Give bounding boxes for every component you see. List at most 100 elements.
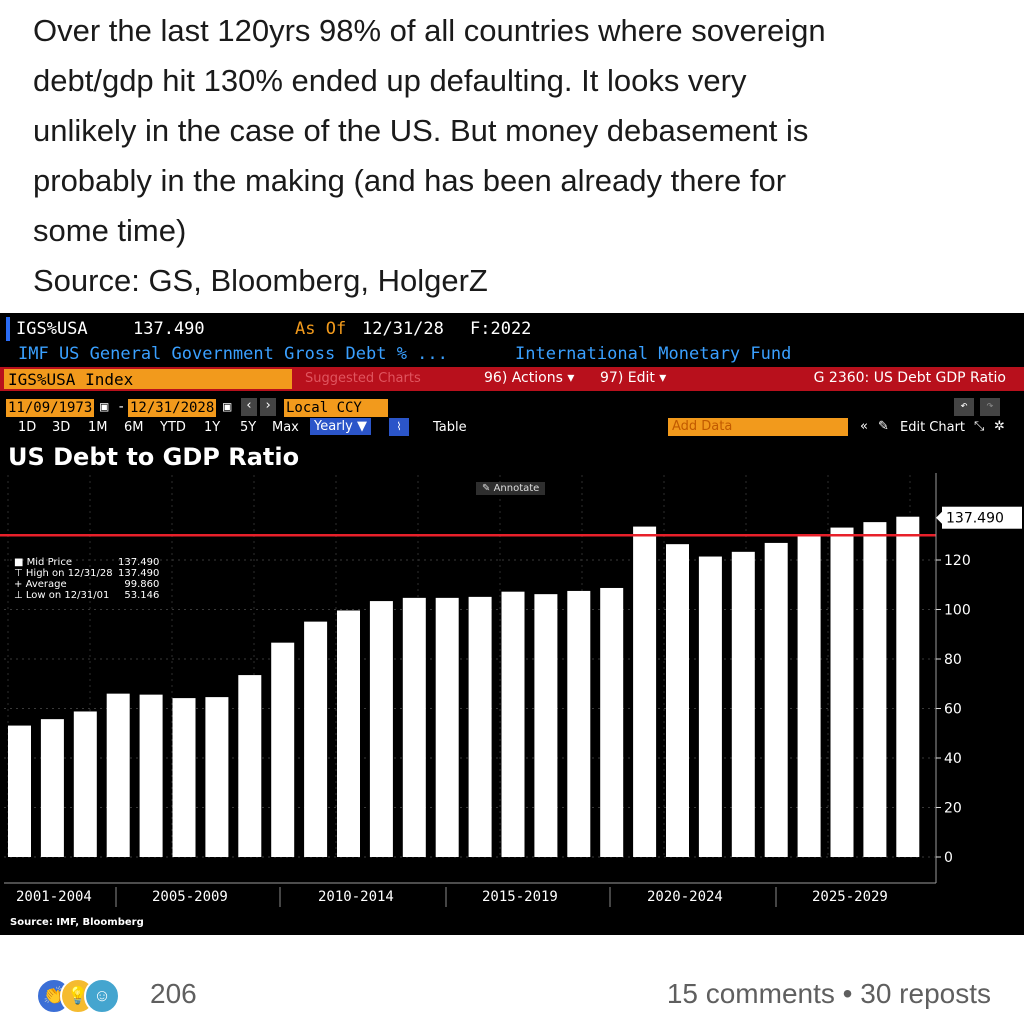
edit-menu[interactable]: 97) Edit ▾ <box>600 370 667 386</box>
table-button[interactable]: Table <box>433 420 467 435</box>
x-period-label: 2001-2004 <box>16 889 92 905</box>
post-line: unlikely in the case of the US. But mone… <box>33 113 809 148</box>
stats-values: 137.490 137.490 99.860 53.146 <box>118 557 159 601</box>
chart-type-icon[interactable]: ⌇ <box>389 418 409 436</box>
calendar-icon[interactable]: ▣ <box>100 399 109 415</box>
range-3d[interactable]: 3D <box>52 420 71 435</box>
bar <box>304 621 328 857</box>
bar <box>73 711 97 857</box>
post-footer: 👏 💡 ☺ 206 15 comments • 30 reposts <box>0 960 1024 1024</box>
edit-chart-button[interactable]: Edit Chart <box>900 420 966 435</box>
last-value-label: 137.490 <box>946 511 1004 527</box>
as-of-label: As Of <box>295 319 347 339</box>
mid-price-value: 137.490 <box>118 557 160 568</box>
bar <box>271 642 295 857</box>
x-period-label: 2015-2019 <box>482 889 558 905</box>
bar <box>698 556 722 857</box>
suggested-charts-button[interactable]: Suggested Charts <box>305 371 421 386</box>
bar <box>534 594 558 857</box>
ticker[interactable]: IGS%USA <box>16 319 88 339</box>
period-select[interactable]: Yearly ▼ <box>310 418 371 435</box>
bar <box>8 725 31 857</box>
low-marker-icon: ⊥ <box>14 590 26 601</box>
range-1d[interactable]: 1D <box>18 420 37 435</box>
engagement-stats[interactable]: 15 comments • 30 reposts <box>666 978 991 1009</box>
actions-menu[interactable]: 96) Actions ▾ <box>484 370 575 386</box>
annotate-label: Annotate <box>493 483 540 494</box>
low-value: 53.146 <box>124 590 160 601</box>
x-period-label: 2025-2029 <box>812 889 888 905</box>
high-label: High on 12/31/28 <box>25 568 113 579</box>
redo-icon[interactable]: ↷ <box>980 398 1000 416</box>
range-max[interactable]: Max <box>272 420 299 435</box>
bar <box>337 610 360 857</box>
x-period-label: 2005-2009 <box>152 889 228 905</box>
frequency: F:2022 <box>470 319 532 339</box>
bar <box>402 597 426 857</box>
zoom-icon[interactable]: ⤡ <box>974 419 985 434</box>
pencil-icon: ✎ <box>482 483 494 494</box>
gear-icon[interactable]: ✲ <box>994 419 1005 434</box>
undo-icon[interactable]: ↶ <box>954 398 974 416</box>
bar <box>863 522 887 857</box>
average-marker-icon: + <box>14 579 26 590</box>
bar <box>731 551 755 857</box>
security-description: IMF US General Government Gross Debt % .… <box>18 344 448 364</box>
add-data-field[interactable]: Add Data <box>668 418 848 436</box>
start-date-field[interactable]: 11/09/1973 <box>6 399 95 417</box>
next-arrow-icon[interactable]: › <box>260 398 276 416</box>
as-of-date: 12/31/28 <box>362 319 444 339</box>
post-line: probably in the making (and has been alr… <box>33 163 787 198</box>
bar <box>238 675 262 857</box>
date-separator: - <box>117 399 126 415</box>
range-ytd[interactable]: YTD <box>160 420 186 435</box>
bar <box>435 597 459 857</box>
index-label: IGS%USA Index <box>8 370 134 389</box>
bar <box>139 694 163 857</box>
range-1y[interactable]: 1Y <box>204 420 221 435</box>
stats-legend: ■ Mid Price ⊤ High on 12/31/28 + Average… <box>14 557 113 601</box>
bar <box>106 693 130 857</box>
range-1m[interactable]: 1M <box>88 420 108 435</box>
reaction-count[interactable]: 206 <box>150 978 197 1009</box>
y-tick-label: 120 <box>944 553 971 569</box>
calendar-icon[interactable]: ▣ <box>223 399 232 415</box>
ticker-marker <box>6 317 10 341</box>
bar <box>797 535 821 857</box>
end-date-field[interactable]: 12/31/2028 <box>128 399 217 417</box>
range-5y[interactable]: 5Y <box>240 420 257 435</box>
price: 137.490 <box>133 319 205 339</box>
source-note: Source: IMF, Bloomberg <box>10 917 144 928</box>
laugh-icon: ☺ <box>84 978 120 1014</box>
collapse-icon[interactable]: « <box>860 419 868 434</box>
reactions[interactable]: 👏 💡 ☺ <box>36 978 146 1014</box>
currency-select[interactable]: Local CCY <box>284 399 388 417</box>
y-tick-label: 20 <box>944 801 962 817</box>
chart-title: US Debt to GDP Ratio <box>8 443 300 471</box>
y-tick-label: 0 <box>944 850 953 866</box>
post-line: debt/gdp hit 130% ended up defaulting. I… <box>33 63 747 98</box>
x-period-label: 2010-2014 <box>318 889 394 905</box>
bar <box>666 544 689 857</box>
x-period-label: 2020-2024 <box>647 889 723 905</box>
bar <box>567 590 591 857</box>
annotate-button[interactable]: ✎ Annotate <box>476 482 546 495</box>
range-6m[interactable]: 6M <box>124 420 144 435</box>
bar <box>172 698 196 857</box>
bar <box>40 719 64 857</box>
y-tick-label: 80 <box>944 652 962 668</box>
average-value: 99.860 <box>124 579 160 590</box>
bar <box>896 516 920 857</box>
bar <box>633 526 657 857</box>
post-line: Source: GS, Bloomberg, HolgerZ <box>33 263 488 298</box>
index-field[interactable] <box>4 369 292 389</box>
chart-id: G 2360: US Debt GDP Ratio <box>813 370 1006 386</box>
pencil-icon[interactable]: ✎ <box>878 419 889 434</box>
prev-arrow-icon[interactable]: ‹ <box>241 398 257 416</box>
bar <box>468 596 492 857</box>
bar <box>764 542 788 857</box>
average-label: Average <box>25 579 67 590</box>
mid-price-marker-icon: ■ <box>14 557 27 568</box>
y-tick-label: 60 <box>944 702 962 718</box>
low-label: Low on 12/31/01 <box>25 590 110 601</box>
